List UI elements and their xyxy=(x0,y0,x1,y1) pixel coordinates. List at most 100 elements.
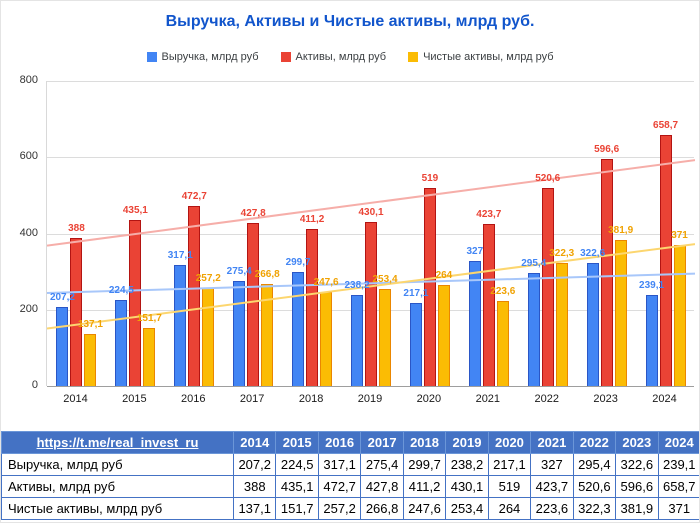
bar-assets-2024 xyxy=(659,135,672,386)
data-table: https://t.me/real_invest_ru 2014 2015 2016 2… xyxy=(1,431,699,520)
cell-net_assets-2022: 322,3 xyxy=(572,497,617,520)
bar-net_assets-2014 xyxy=(84,334,97,386)
legend-label-revenue: Выручка, млрд руб xyxy=(161,51,259,63)
gridline-0 xyxy=(47,386,694,387)
bar-assets-2023 xyxy=(600,159,613,386)
bar-label-assets-2017: 427,8 xyxy=(240,208,266,219)
x-axis-labels: 2014 2015 2016 2017 2018 2019 2020 2021 2022 2023… xyxy=(1,393,699,409)
bar-assets-2018 xyxy=(306,229,319,386)
plot-area: 207,2 224,5 317,1 275,4 299,7 238,2 217,1 327 29… xyxy=(46,81,695,387)
table-header-row: https://t.me/real_invest_ru 2014 2015 2016 2… xyxy=(1,431,699,454)
bar-label-revenue-2018: 299,7 xyxy=(285,257,311,268)
legend-swatch-revenue xyxy=(146,52,157,62)
table-row-assets: Активы, млрд руб 388 435,1 472,7 427,8 411,2 4… xyxy=(1,475,699,498)
table-year-header-2023: 2023 xyxy=(615,431,659,454)
bar-revenue-2024 xyxy=(645,295,658,386)
x-tick-label-2015: 2015 xyxy=(122,393,147,405)
table-row-net_assets: Чистые активы, млрд руб 137,1 151,7 257,2 26… xyxy=(1,497,699,520)
y-tick-label-600: 600 xyxy=(19,150,38,163)
table-year-header-2017: 2017 xyxy=(360,431,404,454)
y-tick-label-800: 800 xyxy=(19,74,38,86)
y-tick-label-400: 400 xyxy=(19,226,38,239)
cell-revenue-2024: 239,1 xyxy=(657,453,699,476)
legend-item-net_assets: Чистые активы, млрд руб xyxy=(408,51,554,63)
table-head: https://t.me/real_invest_ru 2014 2015 2016 2… xyxy=(1,431,699,454)
legend-label-net_assets: Чистые активы, млрд руб xyxy=(423,51,554,63)
bar-assets-2015 xyxy=(129,220,142,386)
bar-net_assets-2016 xyxy=(202,288,215,386)
cell-net_assets-2016: 257,2 xyxy=(317,497,362,520)
cell-assets-2015: 435,1 xyxy=(275,475,319,498)
bar-label-revenue-2024: 239,1 xyxy=(639,280,665,291)
table-year-header-2019: 2019 xyxy=(445,431,489,454)
bar-label-revenue-2021: 327 xyxy=(466,246,484,257)
bar-label-revenue-2015: 224,5 xyxy=(108,285,134,296)
x-tick-label-2014: 2014 xyxy=(63,393,88,405)
cell-revenue-2018: 299,7 xyxy=(402,453,447,476)
bar-label-assets-2014: 388 xyxy=(68,223,85,234)
table-row-revenue: Выручка, млрд руб 207,2 224,5 317,1 275,4 299… xyxy=(1,453,699,476)
row-label-revenue: Выручка, млрд руб xyxy=(1,453,234,476)
bar-label-assets-2015: 435,1 xyxy=(122,205,148,216)
x-tick-label-2023: 2023 xyxy=(593,393,618,405)
row-label-assets: Активы, млрд руб xyxy=(1,475,234,498)
bar-net_assets-2023 xyxy=(614,240,627,386)
table-year-header-2020: 2020 xyxy=(487,431,532,454)
x-tick-label-2024: 2024 xyxy=(652,393,677,405)
bar-revenue-2020 xyxy=(409,303,422,386)
table-link-cell: https://t.me/real_invest_ru xyxy=(1,431,234,454)
bar-label-revenue-2019: 238,2 xyxy=(344,280,370,291)
bar-label-revenue-2014: 207,2 xyxy=(49,292,75,303)
legend-swatch-net_assets xyxy=(408,52,419,62)
legend-label-assets: Активы, млрд руб xyxy=(295,51,387,63)
cell-assets-2024: 658,7 xyxy=(657,475,699,498)
chart-section: Выручка, Активы и Чистые активы, млрд ру… xyxy=(1,1,699,431)
bar-label-assets-2023: 596,6 xyxy=(594,144,620,155)
bar-label-net_assets-2023: 381,9 xyxy=(608,225,634,236)
cell-revenue-2023: 322,6 xyxy=(615,453,659,476)
cell-assets-2016: 472,7 xyxy=(317,475,362,498)
chart-title: Выручка, Активы и Чистые активы, млрд ру… xyxy=(165,13,535,30)
bar-assets-2022 xyxy=(541,188,554,386)
cell-assets-2019: 430,1 xyxy=(445,475,489,498)
bar-label-assets-2018: 411,2 xyxy=(299,214,325,225)
bar-label-net_assets-2014: 137,1 xyxy=(77,319,103,330)
bar-label-net_assets-2018: 247,6 xyxy=(313,277,339,288)
chart-legend: Выручка, млрд руб Активы, млрд руб Чистые … xyxy=(1,51,699,63)
cell-revenue-2022: 295,4 xyxy=(572,453,617,476)
table-year-header-2018: 2018 xyxy=(402,431,447,454)
table-year-header-2014: 2014 xyxy=(232,431,277,454)
bar-label-assets-2020: 519 xyxy=(421,173,439,184)
bar-revenue-2022 xyxy=(527,273,540,386)
telegram-link[interactable]: https://t.me/real_invest_ru xyxy=(36,435,199,450)
cell-revenue-2021: 327 xyxy=(530,453,574,476)
bar-revenue-2021 xyxy=(468,261,481,386)
bar-assets-2019 xyxy=(365,222,377,386)
table-year-header-2024: 2024 xyxy=(657,431,699,454)
bar-label-revenue-2023: 322,6 xyxy=(580,248,606,259)
table-year-header-2015: 2015 xyxy=(275,431,319,454)
bar-label-net_assets-2022: 322,3 xyxy=(549,248,575,259)
table-year-header-2021: 2021 xyxy=(530,431,574,454)
bar-label-revenue-2022: 295,4 xyxy=(521,258,547,269)
bar-label-net_assets-2020: 264 xyxy=(435,270,453,281)
bar-revenue-2019 xyxy=(351,295,363,386)
gridline-800 xyxy=(47,81,694,82)
bar-assets-2021 xyxy=(482,224,495,386)
cell-revenue-2014: 207,2 xyxy=(232,453,277,476)
cell-net_assets-2023: 381,9 xyxy=(615,497,659,520)
bar-net_assets-2024 xyxy=(673,245,686,386)
bar-assets-2020 xyxy=(423,188,436,386)
cell-assets-2014: 388 xyxy=(232,475,277,498)
bar-net_assets-2018 xyxy=(320,292,333,386)
table-year-header-2022: 2022 xyxy=(572,431,617,454)
bar-assets-2016 xyxy=(188,206,201,386)
cell-revenue-2020: 217,1 xyxy=(487,453,532,476)
bar-revenue-2023 xyxy=(586,263,599,386)
bar-assets-2017 xyxy=(247,223,260,386)
legend-item-revenue: Выручка, млрд руб xyxy=(146,51,259,63)
bar-label-net_assets-2019: 253,4 xyxy=(372,274,398,285)
bar-label-net_assets-2017: 266,8 xyxy=(254,269,280,280)
cell-revenue-2017: 275,4 xyxy=(360,453,404,476)
